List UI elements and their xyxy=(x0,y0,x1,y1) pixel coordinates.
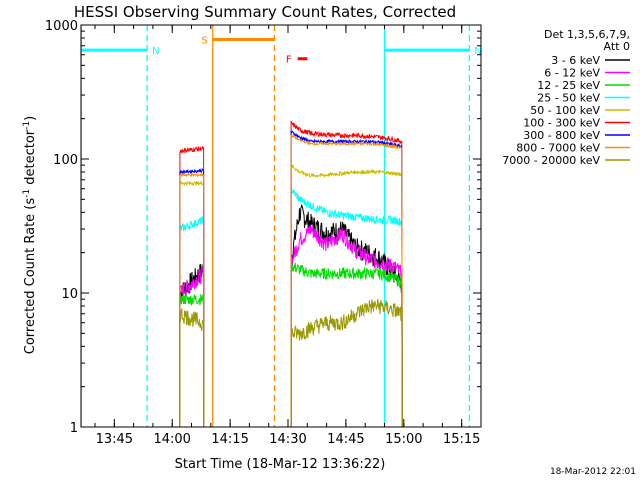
legend-label: 300 - 800 keV xyxy=(523,129,600,142)
y-tick-label: 10 xyxy=(61,287,78,302)
x-tick-label: 14:30 xyxy=(269,432,306,447)
series-line xyxy=(179,120,403,427)
series-line xyxy=(179,260,403,427)
x-axis-label: Start Time (18-Mar-12 13:36:22) xyxy=(175,457,386,472)
annotation-label: N xyxy=(152,46,159,57)
legend-label: 800 - 7000 keV xyxy=(516,142,600,155)
x-tick-label: 14:15 xyxy=(211,432,248,447)
series-line xyxy=(179,164,403,427)
y-label-part: detector xyxy=(23,129,38,189)
y-label-part: Corrected Count Rate (s xyxy=(23,198,38,355)
x-tick-label: 13:45 xyxy=(96,432,133,447)
x-tick-label: 15:15 xyxy=(443,432,480,447)
annotation-label: S xyxy=(201,35,207,46)
series-layer xyxy=(179,120,403,427)
y-label-part: ) xyxy=(23,116,38,121)
legend-label: 100 - 300 keV xyxy=(523,117,600,130)
x-tick-label: 14:00 xyxy=(153,432,190,447)
x-tick-label: 15:00 xyxy=(385,432,422,447)
series-line xyxy=(179,225,403,427)
series-line xyxy=(179,185,403,427)
chart-title: HESSI Observing Summary Count Rates, Cor… xyxy=(74,3,456,21)
timestamp: 18-Mar-2012 22:01 xyxy=(550,467,636,477)
annotation-label: F xyxy=(286,55,292,66)
annotation-label: N xyxy=(474,46,481,57)
legend-label: 50 - 100 keV xyxy=(530,104,600,117)
y-tick-label: 100 xyxy=(53,153,78,168)
plot-frame xyxy=(80,25,471,427)
legend-header-line: Det 1,3,5,6,7,9, xyxy=(544,28,630,41)
x-tick-label: 14:45 xyxy=(327,432,364,447)
y-tick-label: 1000 xyxy=(45,19,78,34)
legend-label: 25 - 50 keV xyxy=(537,92,600,105)
y-label-exponent: -1 xyxy=(22,189,32,198)
y-axis-label: Corrected Count Rate (s-1 detector-1) xyxy=(22,116,38,354)
plot-border xyxy=(80,24,482,428)
y-label-exponent: -1 xyxy=(22,121,32,130)
y-tick-label: 1 xyxy=(70,421,78,436)
annotation-layer: N N S F xyxy=(81,35,482,66)
series-line xyxy=(179,133,403,427)
axes: 1 10 100 1000 13:45 14:00 14:15 14:30 14:45 15:00… xyxy=(45,19,482,447)
legend-label: 7000 - 20000 keV xyxy=(502,154,600,167)
legend-label: 3 - 6 keV xyxy=(551,54,600,67)
series-line xyxy=(179,298,403,427)
legend-label: 12 - 25 keV xyxy=(537,79,600,92)
legend-header-line: Att 0 xyxy=(604,40,630,53)
legend-label: 6 - 12 keV xyxy=(544,67,600,80)
